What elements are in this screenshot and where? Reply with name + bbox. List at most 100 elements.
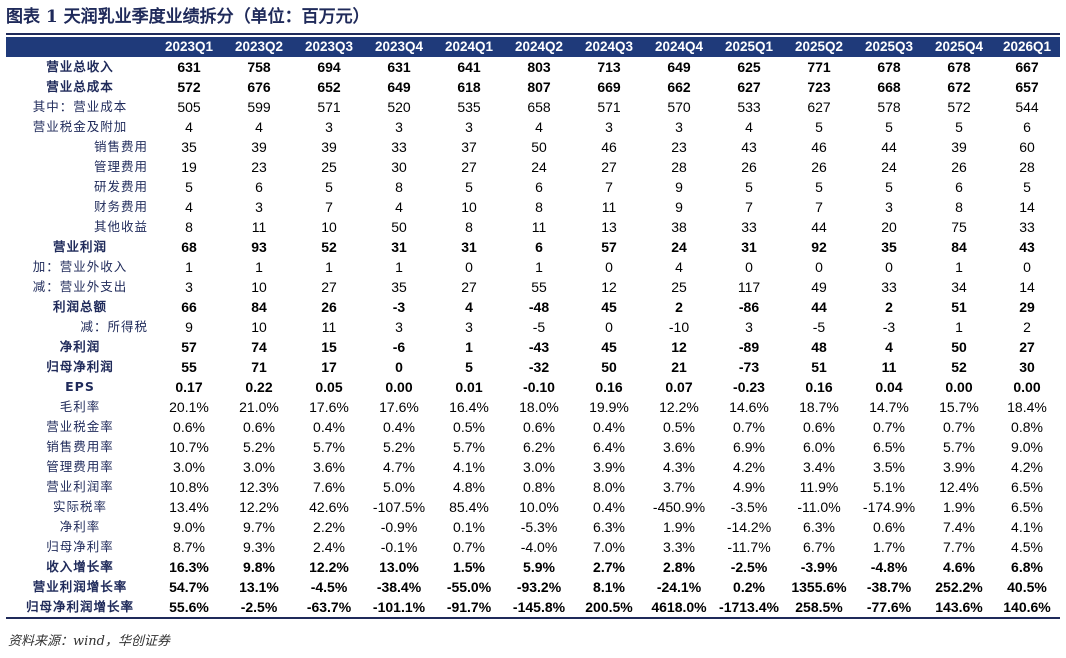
table-cell: 4 — [185, 199, 193, 215]
header-row: 2023Q1 2023Q2 2023Q3 2023Q4 2024Q1 2024Q2 2024… — [6, 37, 1060, 57]
table-cell: 18.4% — [1007, 399, 1047, 415]
table-cell: 9.3% — [243, 539, 275, 555]
table-cell: 662 — [667, 79, 691, 95]
row-label: EPS — [65, 379, 95, 394]
table-cell: 544 — [1015, 99, 1039, 115]
table-cell: 52 — [321, 239, 337, 255]
table-cell: 0 — [885, 259, 893, 275]
table-cell: 505 — [177, 99, 201, 115]
table-cell: 143.6% — [924, 597, 994, 619]
table-cell: 28 — [671, 159, 687, 175]
table-cell: 11 — [531, 219, 547, 235]
table-cell: -38.7% — [866, 579, 912, 595]
row-label: 加：营业外收入 — [32, 259, 128, 274]
table-cell: 1 — [395, 259, 403, 275]
table-cell: 3.9% — [943, 459, 975, 475]
table-cell: 7.0% — [593, 539, 625, 555]
table-cell: 14.6% — [729, 399, 769, 415]
table-cell: 18.7% — [799, 399, 839, 415]
row-label: 营业利润 — [52, 239, 107, 254]
table-cell: 39 — [251, 139, 267, 155]
table-cell: 57 — [181, 339, 197, 355]
table-row: 财务费用 4 3 7 4 10 8 11 9 7 7 3 8 14 — [6, 197, 1060, 217]
table-cell: 21 — [671, 359, 687, 375]
table-cell: 807 — [527, 79, 551, 95]
table-cell: 44 — [811, 299, 827, 315]
table-cell: 9.0% — [1011, 439, 1043, 455]
column-header: 2023Q4 — [364, 37, 434, 57]
table-cell: 599 — [247, 99, 271, 115]
table-cell: 33 — [1019, 219, 1035, 235]
table-row: 归母净利率 8.7% 9.3% 2.4% -0.1% 0.7% -4.0% 7.0% 3.3% -… — [6, 537, 1060, 557]
table-cell: 771 — [807, 59, 831, 75]
table-cell: 29 — [1019, 299, 1035, 315]
table-cell: 6.7% — [803, 539, 835, 555]
table-row: 营业利润率 10.8% 12.3% 7.6% 5.0% 4.8% 0.8% 8.0% 3.7% 4… — [6, 477, 1060, 497]
table-cell: -3.5% — [730, 499, 768, 515]
table-cell: 3 — [605, 119, 613, 135]
table-cell: 12.4% — [939, 479, 979, 495]
table-cell: 0.4% — [593, 499, 625, 515]
table-cell: 24 — [881, 159, 897, 175]
table-cell: 657 — [1015, 79, 1039, 95]
table-cell: 17.6% — [309, 399, 349, 415]
table-cell: 45 — [601, 339, 617, 355]
table-cell: 117 — [737, 279, 761, 295]
table-row: 净利率 9.0% 9.7% 2.2% -0.9% 0.1% -5.3% 6.3% 1.9% -14… — [6, 517, 1060, 537]
table-cell: 84 — [951, 239, 967, 255]
table-cell: 43 — [741, 139, 757, 155]
table-cell: -4.8% — [870, 559, 908, 575]
table-cell: 1 — [185, 259, 193, 275]
table-cell: 50 — [951, 339, 967, 355]
table-cell: 42.6% — [309, 499, 349, 515]
table-cell: 0.4% — [383, 419, 415, 435]
table-cell: 8 — [535, 199, 543, 215]
table-cell: 0 — [815, 259, 823, 275]
table-cell: 4.6% — [943, 559, 975, 575]
table-cell: -5.3% — [520, 519, 558, 535]
table-cell: 9 — [185, 319, 193, 335]
table-cell: 5 — [885, 119, 893, 135]
table-cell: 6.9% — [733, 439, 765, 455]
table-cell: -1713.4% — [714, 597, 784, 619]
table-cell: 4618.0% — [644, 597, 714, 619]
table-cell: 4.1% — [453, 459, 485, 475]
row-label: 销售费用 — [93, 139, 148, 154]
table-cell: 23 — [671, 139, 687, 155]
row-label: 减：所得税 — [80, 319, 148, 334]
table-cell: 140.6% — [994, 597, 1060, 619]
table-cell: 12.2% — [239, 499, 279, 515]
table-cell: 0 — [465, 259, 473, 275]
table-cell: 20 — [881, 219, 897, 235]
table-row: 营业总收入 631 758 694 631 641 803 713 649 625 771 678 67… — [6, 57, 1060, 77]
table-cell: 625 — [737, 59, 761, 75]
table-row: 减：所得税 9 10 11 3 3 -5 0 -10 3 -5 -3 1 2 — [6, 317, 1060, 337]
table-cell: 641 — [457, 59, 481, 75]
table-cell: 4 — [885, 339, 893, 355]
table-cell: 12 — [671, 339, 687, 355]
table-cell: 2 — [675, 299, 683, 315]
title-divider — [6, 33, 1060, 35]
table-cell: 6.5% — [873, 439, 905, 455]
table-cell: 0.04 — [875, 379, 903, 395]
table-row: 营业税金率 0.6% 0.6% 0.4% 0.4% 0.5% 0.6% 0.4% 0.5% 0.7… — [6, 417, 1060, 437]
row-label: 营业总收入 — [46, 59, 114, 74]
table-cell: -93.2% — [516, 579, 562, 595]
row-label: 销售费用率 — [46, 439, 114, 454]
table-cell: 0.16 — [595, 379, 623, 395]
table-cell: 28 — [1019, 159, 1035, 175]
table-row: 管理费用率 3.0% 3.0% 3.6% 4.7% 4.1% 3.0% 3.9% 4.3% 4.2… — [6, 457, 1060, 477]
table-cell: 6.2% — [523, 439, 555, 455]
table-cell: 2.2% — [313, 519, 345, 535]
table-cell: 10 — [321, 219, 337, 235]
column-header: 2023Q3 — [294, 37, 364, 57]
table-cell: 669 — [597, 79, 621, 95]
table-cell: 18.0% — [519, 399, 559, 415]
table-cell: 3.6% — [313, 459, 345, 475]
table-cell: 0.4% — [313, 419, 345, 435]
table-cell: 7 — [325, 199, 333, 215]
table-cell: 51 — [811, 359, 827, 375]
table-cell: 0.6% — [803, 419, 835, 435]
row-label: 利润总额 — [52, 299, 107, 314]
table-cell: -2.5% — [730, 559, 768, 575]
